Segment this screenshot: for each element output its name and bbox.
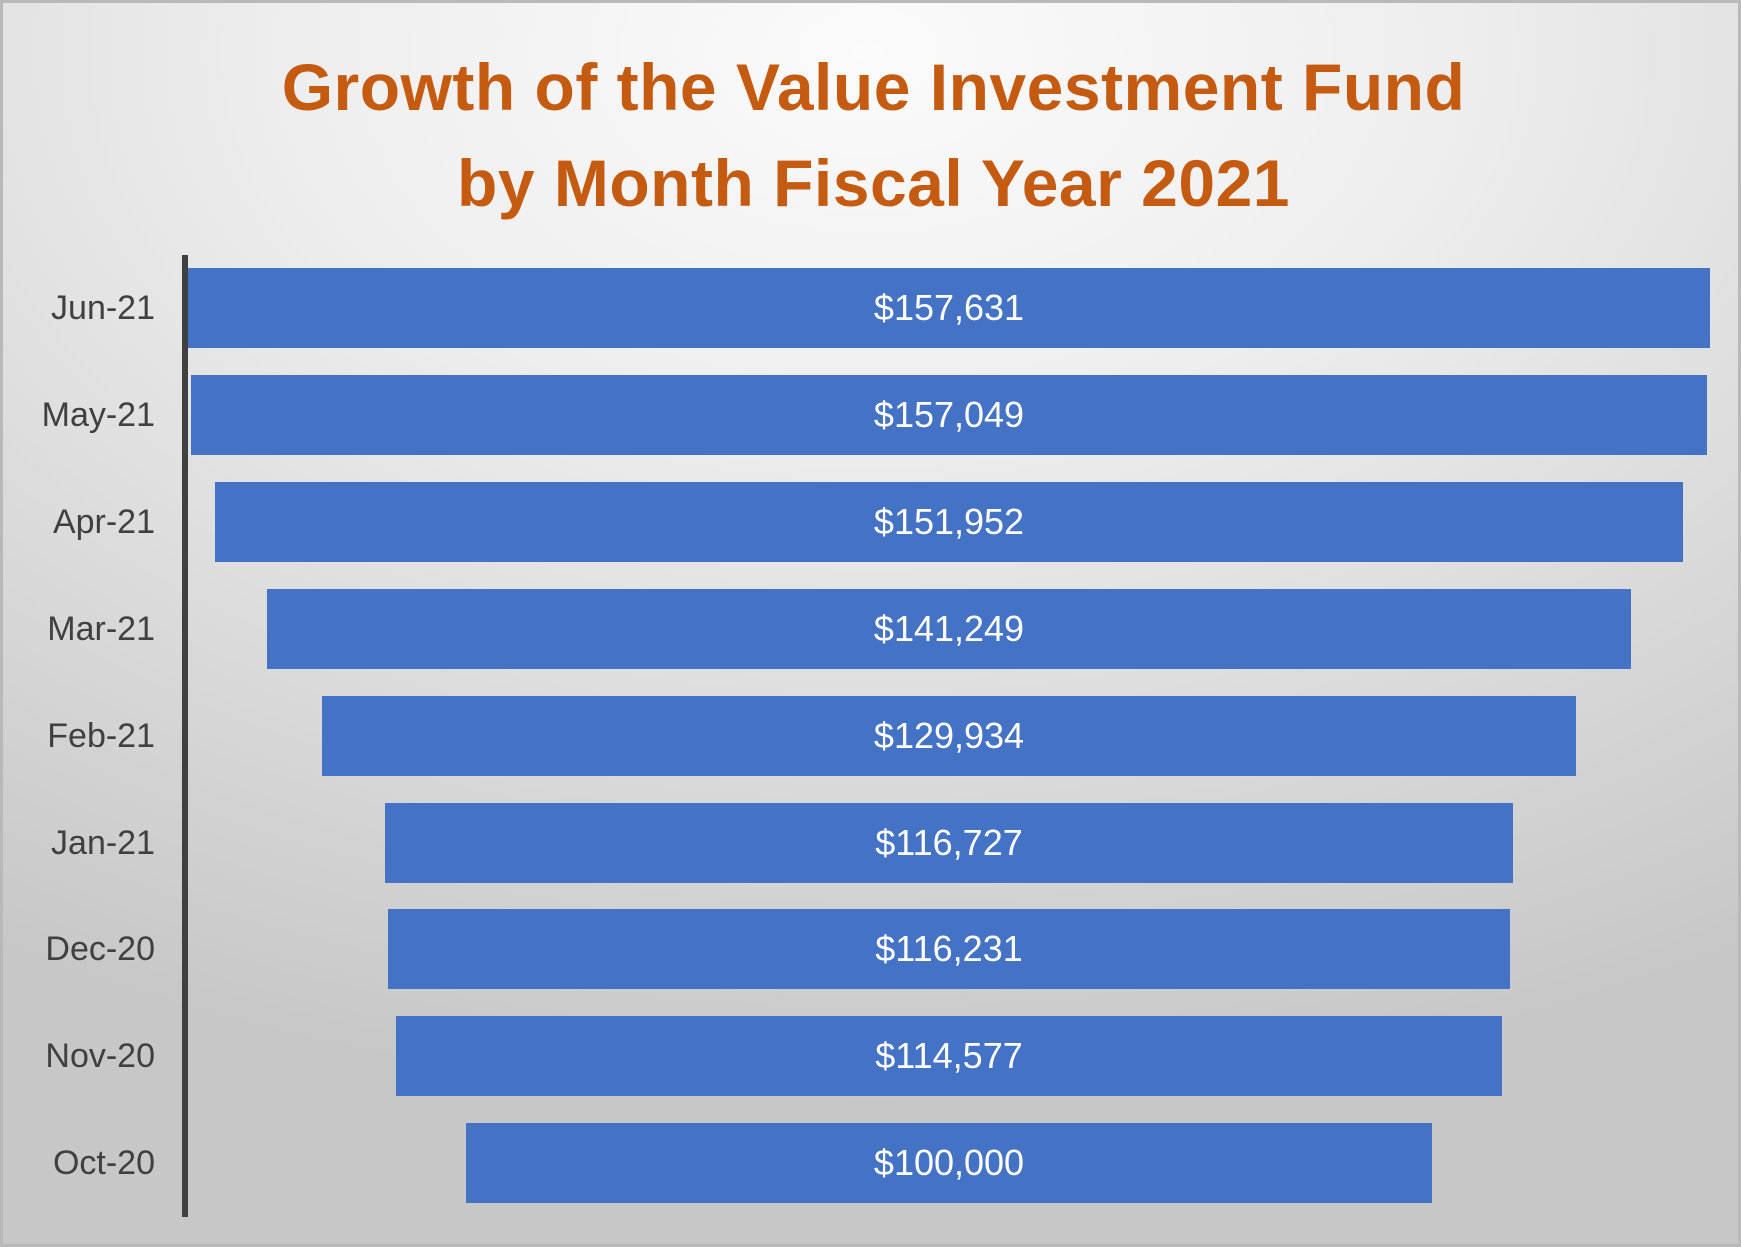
funnel-bar[interactable] bbox=[190, 375, 1708, 455]
funnel-bar[interactable] bbox=[321, 696, 1577, 776]
category-axis-line bbox=[182, 255, 188, 1217]
category-label: Jan-21 bbox=[51, 824, 155, 862]
category-label: Nov-20 bbox=[45, 1037, 155, 1075]
funnel-bar[interactable] bbox=[385, 803, 1513, 883]
category-label: Apr-21 bbox=[52, 503, 155, 541]
chart-title-line-2: by Month Fiscal Year 2021 bbox=[457, 146, 1290, 220]
funnel-bar[interactable] bbox=[387, 909, 1511, 989]
chart-title-line-1: Growth of the Value Investment Fund bbox=[281, 50, 1466, 124]
funnel-bar[interactable] bbox=[395, 1016, 1503, 1096]
funnel-bar[interactable] bbox=[466, 1123, 1432, 1203]
funnel-bar[interactable] bbox=[188, 268, 1710, 348]
category-label: May-21 bbox=[41, 396, 155, 434]
category-label: Oct-20 bbox=[52, 1144, 155, 1182]
category-label: Jun-21 bbox=[51, 289, 155, 327]
chart-title: Growth of the Value Investment Fund by M… bbox=[3, 39, 1741, 231]
funnel-bar[interactable] bbox=[215, 482, 1683, 562]
funnel-bar[interactable] bbox=[267, 589, 1631, 669]
category-label: Mar-21 bbox=[47, 610, 155, 648]
category-label: Dec-20 bbox=[45, 930, 155, 968]
category-label: Feb-21 bbox=[47, 717, 155, 755]
